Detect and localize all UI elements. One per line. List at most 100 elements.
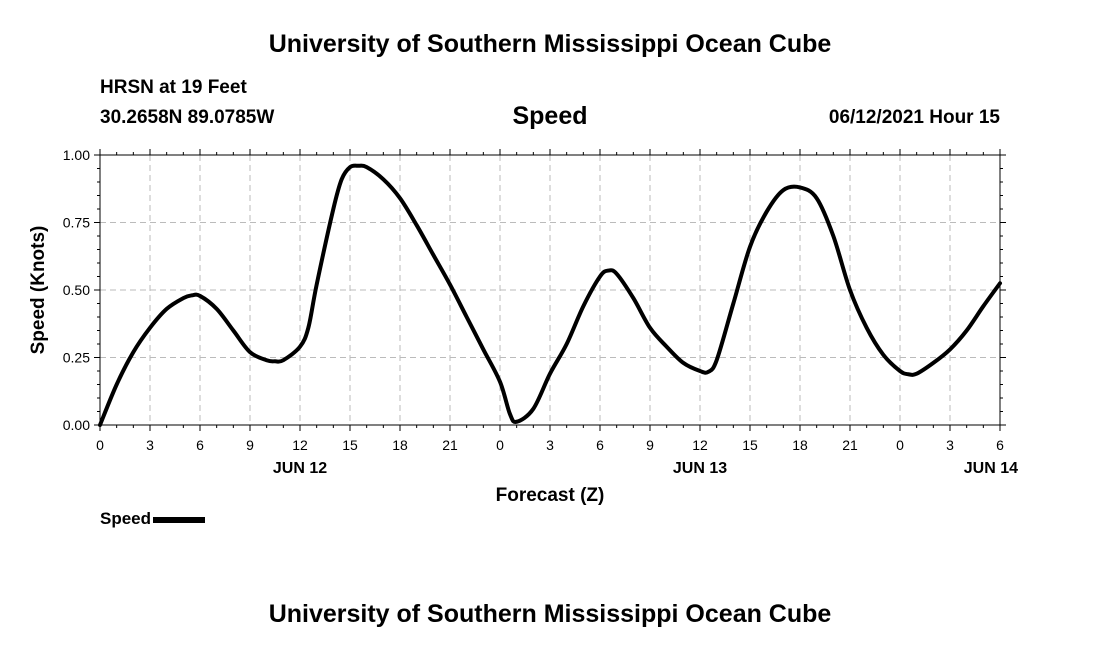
legend-label: Speed — [100, 509, 152, 528]
data-point — [583, 306, 584, 307]
y-tick-label: 0.00 — [63, 417, 90, 433]
data-point — [600, 276, 601, 277]
y-tick-label: 1.00 — [63, 147, 90, 163]
x-tick-label: 0 — [896, 437, 904, 453]
x-tick-label: 0 — [496, 437, 504, 453]
x-tick-label: 0 — [96, 437, 104, 453]
y-tick-label: 0.25 — [63, 350, 90, 366]
footer-title: University of Southern Mississippi Ocean… — [268, 600, 832, 628]
data-point — [700, 371, 701, 372]
date-label: JUN 13 — [673, 460, 727, 477]
data-point — [316, 284, 317, 285]
data-point — [633, 298, 634, 299]
data-point — [750, 246, 751, 247]
data-point — [683, 362, 684, 363]
data-point — [650, 327, 651, 328]
datetime-label: 06/12/2021 Hour 15 — [828, 107, 1000, 128]
data-point — [466, 317, 467, 318]
data-point — [983, 306, 984, 307]
data-point — [733, 303, 734, 304]
data-point — [866, 327, 867, 328]
data-point — [800, 187, 801, 188]
data-point — [510, 414, 511, 415]
data-point — [766, 211, 767, 212]
x-tick-label: 15 — [742, 437, 758, 453]
data-point — [133, 352, 134, 353]
data-point — [966, 330, 967, 331]
data-point — [833, 236, 834, 237]
chart-title: Speed — [512, 102, 588, 130]
data-point — [483, 349, 484, 350]
x-tick-label: 18 — [392, 437, 408, 453]
data-point — [300, 346, 301, 347]
data-point — [308, 327, 309, 328]
x-tick-label: 12 — [292, 437, 308, 453]
data-point — [283, 360, 284, 361]
data-point — [1000, 283, 1001, 284]
data-point — [850, 290, 851, 291]
data-point — [916, 373, 917, 374]
data-point — [191, 295, 192, 296]
data-point — [900, 371, 901, 372]
data-point — [341, 179, 342, 180]
coordinates-label: 30.2658N 89.0785W — [100, 107, 275, 128]
data-point — [950, 349, 951, 350]
x-tick-label: 12 — [692, 437, 708, 453]
x-tick-label: 9 — [646, 437, 654, 453]
y-tick-label: 0.50 — [63, 282, 90, 298]
data-point — [883, 354, 884, 355]
y-axis-label: Speed (Knots) — [28, 226, 49, 355]
data-point — [183, 298, 184, 299]
data-point — [500, 381, 501, 382]
series-line-speed — [98, 163, 1002, 427]
data-point — [566, 344, 567, 345]
x-tick-label: 21 — [842, 437, 858, 453]
x-tick-label: 6 — [996, 437, 1004, 453]
data-point — [783, 190, 784, 191]
x-tick-label: 3 — [546, 437, 554, 453]
data-point — [708, 371, 709, 372]
data-point — [400, 198, 401, 199]
data-point — [266, 360, 267, 361]
data-point — [150, 327, 151, 328]
data-point — [166, 308, 167, 309]
y-tick-label: 0.75 — [63, 215, 90, 231]
data-point — [275, 361, 276, 362]
data-point — [216, 308, 217, 309]
data-point — [233, 330, 234, 331]
data-point — [416, 225, 417, 226]
date-label: JUN 12 — [273, 460, 327, 477]
data-point — [816, 198, 817, 199]
data-point — [116, 384, 117, 385]
page-title: University of Southern Mississippi Ocean… — [268, 30, 832, 58]
data-point — [350, 167, 351, 168]
data-point — [433, 254, 434, 255]
x-tick-label: 6 — [596, 437, 604, 453]
data-point — [533, 408, 534, 409]
x-tick-label: 9 — [246, 437, 254, 453]
data-point — [100, 425, 101, 426]
data-point — [666, 346, 667, 347]
data-point — [250, 352, 251, 353]
data-point — [383, 179, 384, 180]
x-tick-label: 18 — [792, 437, 808, 453]
x-tick-label: 3 — [146, 437, 154, 453]
data-point — [716, 360, 717, 361]
data-point — [200, 295, 201, 296]
station-label: HRSN at 19 Feet — [100, 77, 247, 98]
data-point — [550, 373, 551, 374]
date-label: JUN 14 — [964, 460, 1018, 477]
x-tick-label: 6 — [196, 437, 204, 453]
data-point — [333, 209, 334, 210]
legend-line-swatch — [153, 516, 206, 523]
x-tick-label: 15 — [342, 437, 358, 453]
data-point — [366, 167, 367, 168]
data-point — [908, 374, 909, 375]
data-point — [516, 421, 517, 422]
x-tick-label: 21 — [442, 437, 458, 453]
legend: Speed — [100, 509, 206, 529]
x-tick-label: 3 — [946, 437, 954, 453]
data-point — [608, 270, 609, 271]
data-point — [933, 362, 934, 363]
